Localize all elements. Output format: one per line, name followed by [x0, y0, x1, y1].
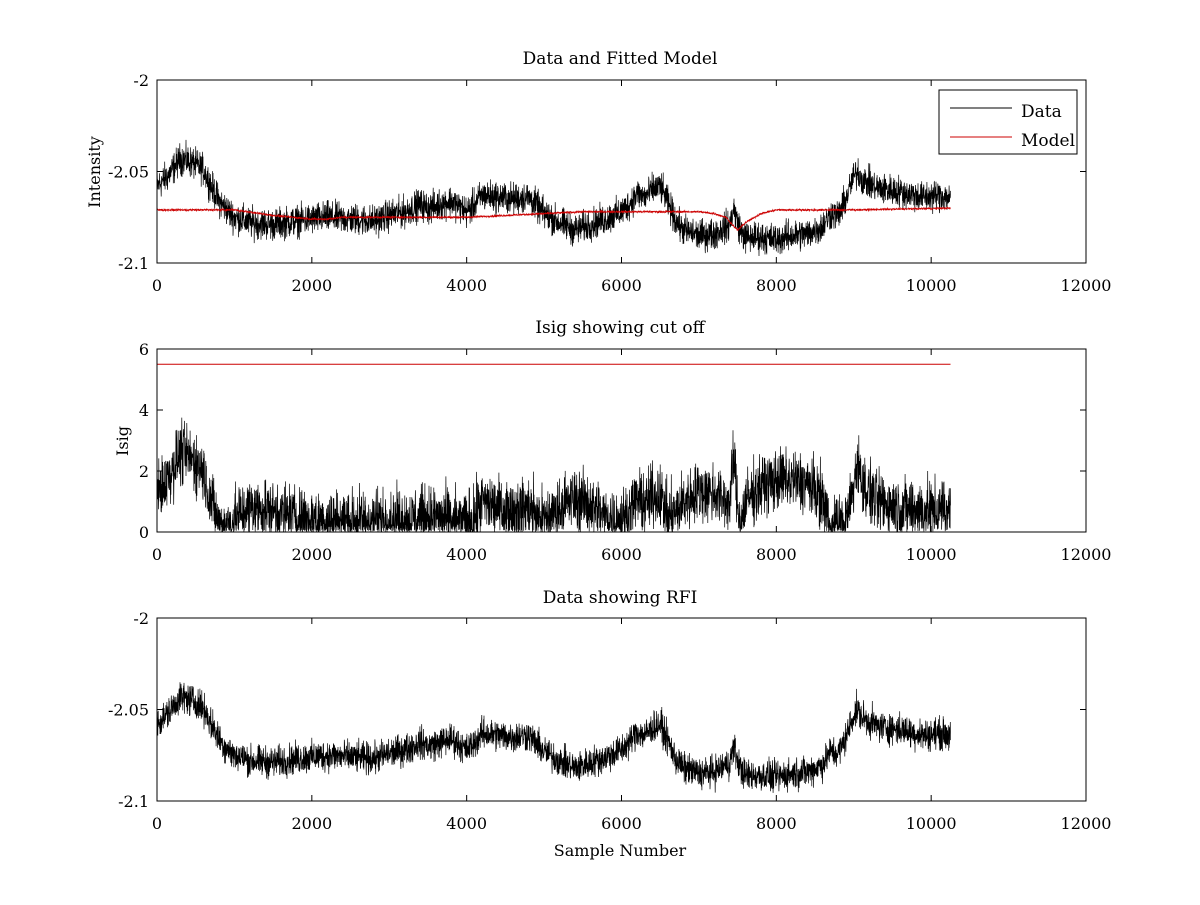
panel-data-showing-rfi: Data showing RFI Sample Number 0 2000 4000…: [108, 588, 1111, 860]
series-line-signal: [156, 682, 951, 793]
x-tick-label: 12000: [1061, 814, 1112, 833]
x-tick-label: 12000: [1061, 545, 1112, 564]
y-tick-label: -2.05: [108, 163, 149, 182]
y-tick-label: -2: [133, 71, 149, 90]
y-tick-label: 4: [139, 401, 149, 420]
x-tick-label: 2000: [291, 276, 332, 295]
x-tick-label: 4000: [446, 814, 487, 833]
x-tick-label: 10000: [906, 814, 957, 833]
x-tick-label: 6000: [601, 276, 642, 295]
series-line-model: [156, 206, 951, 232]
panel-isig-showing-cut-off: Isig showing cut off Isig 0 2000 4000 6000 8…: [113, 318, 1111, 564]
x-tick-label: 0: [152, 814, 162, 833]
x-tick-label: 2000: [291, 814, 332, 833]
x-axis-label: Sample Number: [554, 841, 687, 860]
panel-data-and-fitted-model: Data and Fitted Model Intensity 0 2000 400…: [85, 49, 1111, 295]
y-tick-label: 6: [139, 340, 149, 359]
x-tick-label: 12000: [1061, 276, 1112, 295]
series-line-data: [156, 139, 951, 257]
x-tick-label: 0: [152, 545, 162, 564]
y-tick-label: -2: [133, 609, 149, 628]
x-tick-label: 2000: [291, 545, 332, 564]
x-tick-label: 10000: [906, 276, 957, 295]
legend-label-data: Data: [1021, 102, 1062, 122]
plot-area: [156, 617, 1087, 802]
y-tick-label: 0: [139, 523, 149, 542]
y-tick-label: -2.1: [118, 254, 149, 273]
x-tick-label: 10000: [906, 545, 957, 564]
y-tick-label: 2: [139, 462, 149, 481]
x-tick-label: 8000: [756, 814, 797, 833]
x-tick-label: 6000: [601, 814, 642, 833]
series-line-signal: [156, 417, 951, 533]
y-tick-label: -2.1: [118, 792, 149, 811]
legend: Data Model: [938, 89, 1078, 155]
legend-box: [938, 89, 1078, 155]
chart-title: Data and Fitted Model: [523, 49, 718, 69]
chart-title: Isig showing cut off: [535, 318, 706, 338]
legend-label-model: Model: [1021, 131, 1075, 151]
x-tick-label: 4000: [446, 545, 487, 564]
y-axis-label: Intensity: [85, 136, 104, 208]
x-tick-label: 8000: [756, 276, 797, 295]
x-tick-label: 8000: [756, 545, 797, 564]
x-tick-label: 4000: [446, 276, 487, 295]
y-axis-label: Isig: [113, 426, 132, 456]
x-tick-label: 0: [152, 276, 162, 295]
y-tick-label: -2.05: [108, 701, 149, 720]
chart-title: Data showing RFI: [543, 588, 698, 608]
x-tick-label: 6000: [601, 545, 642, 564]
